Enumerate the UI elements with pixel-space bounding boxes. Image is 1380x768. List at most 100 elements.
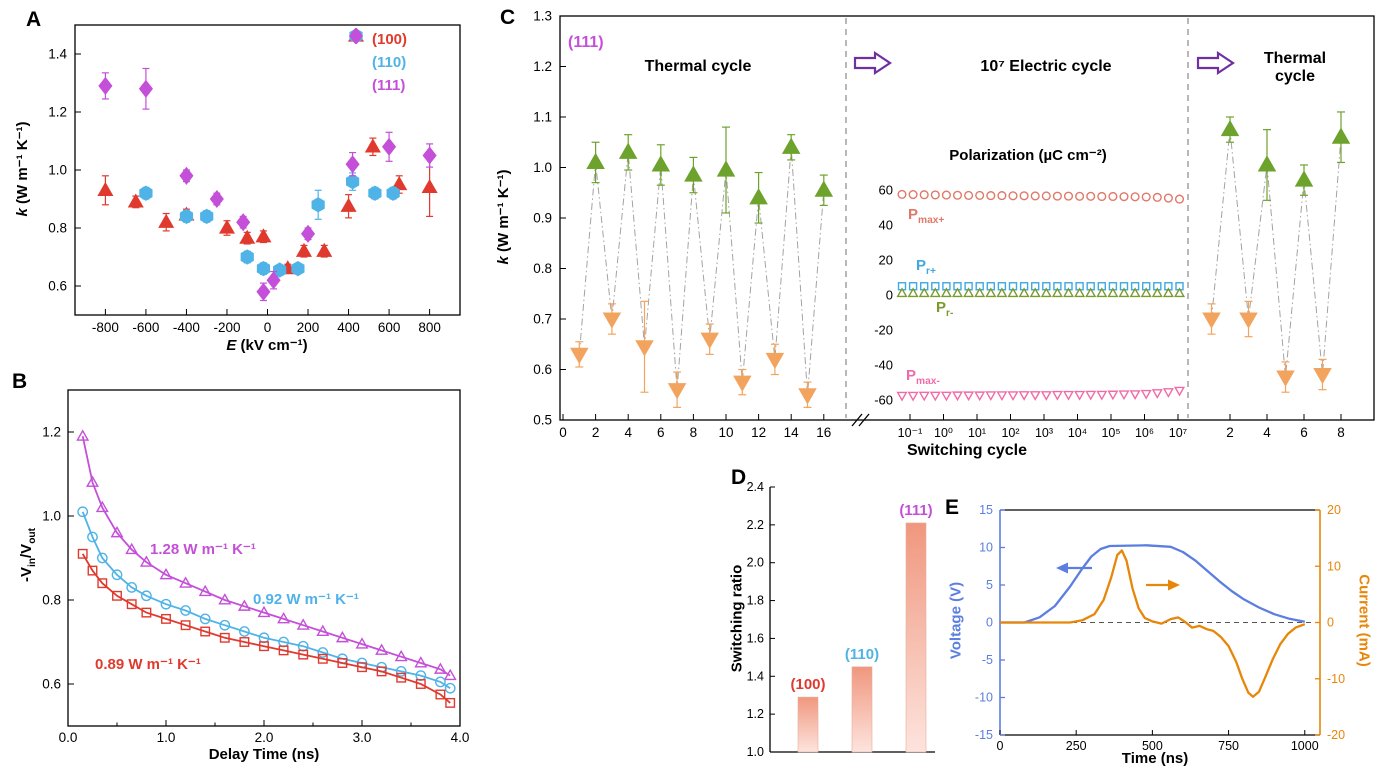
panel-b-annotation-1: 1.28 W m⁻¹ K⁻¹ (150, 541, 256, 558)
thermal-cycle-title-2: Thermal cycle (1263, 50, 1327, 86)
pol-series-r- (896, 287, 1186, 298)
svg-text:-5: -5 (982, 653, 993, 667)
svg-text:2: 2 (592, 425, 600, 440)
svg-text:10⁵: 10⁵ (1101, 426, 1120, 440)
panel-c-ylabel: k (W m⁻¹ K⁻¹) (495, 169, 512, 265)
svg-text:-600: -600 (132, 320, 159, 335)
panel-b-plot: 0.0 1.0 2.0 3.0 4.0 0.6 0.8 1.0 1.2 (42, 389, 469, 745)
panel-d-ylabel: Switching ratio (728, 564, 746, 673)
panel-b-xlabel: Delay Time (ns) (208, 746, 320, 763)
panel-c-xlabel: Switching cycle (906, 442, 1028, 459)
panel-d: D 1.0 1.2 1.4 1.6 1.8 2.0 2.2 2.4 (100) (110) (111… (695, 462, 950, 768)
axes-b: 0.0 1.0 2.0 3.0 4.0 0.6 0.8 1.0 1.2 (42, 389, 469, 745)
svg-text:600: 600 (378, 320, 401, 335)
svg-text:0.8: 0.8 (48, 221, 67, 236)
svg-text:(100): (100) (790, 676, 825, 693)
voltage-curve (1000, 544, 1306, 624)
bar-(110) (851, 666, 873, 753)
svg-text:0: 0 (986, 616, 993, 630)
panel-a-legend: (100) (110) (111) (346, 28, 407, 97)
svg-text:12: 12 (751, 425, 766, 440)
panel-a: A -800 -600 -400 -200 0 200 400 600 800 0.6 0.8 1.0… (8, 4, 476, 366)
svg-text:0: 0 (886, 288, 893, 303)
legend-row-110: (110) (346, 28, 407, 74)
svg-text:2.4: 2.4 (747, 480, 764, 494)
thermal-connector (1211, 129, 1342, 378)
svg-text:1.2: 1.2 (747, 707, 764, 721)
svg-text:4: 4 (1263, 425, 1271, 440)
svg-text:3.0: 3.0 (353, 730, 372, 745)
svg-text:-400: -400 (173, 320, 200, 335)
svg-text:0.6: 0.6 (48, 279, 67, 294)
panel-c: C 0.5 0.6 0.7 0.8 0.9 1.0 1.1 1.2 1.3 0 2 4 6 8 10 12 14… (478, 0, 1380, 472)
current-curve (1000, 549, 1306, 698)
svg-text:-60: -60 (874, 393, 893, 408)
svg-text:1.6: 1.6 (747, 631, 764, 645)
svg-text:10⁰: 10⁰ (934, 426, 953, 440)
svg-text:1.0: 1.0 (747, 745, 764, 759)
left-arrow-icon (1056, 562, 1068, 574)
svg-text:0.6: 0.6 (42, 677, 61, 692)
axes-a: -800 -600 -400 -200 0 200 400 600 800 0.6 0.8 1.0 1.… (48, 24, 461, 335)
svg-text:200: 200 (297, 320, 320, 335)
svg-text:4: 4 (624, 425, 632, 440)
pol-series-r+ (897, 282, 1184, 291)
svg-text:0.0: 0.0 (59, 730, 78, 745)
svg-text:60: 60 (879, 183, 893, 198)
panel-c-tag: (111) (568, 34, 604, 51)
svg-text:1.0: 1.0 (42, 509, 61, 524)
panel-a-xlabel: E (kV cm⁻¹) (226, 337, 308, 354)
panel-e-xlabel: Time (ns) (1121, 750, 1189, 767)
svg-text:10⁻¹: 10⁻¹ (898, 426, 923, 440)
svg-text:-40: -40 (874, 358, 893, 373)
svg-text:250: 250 (1066, 739, 1087, 753)
svg-text:10¹: 10¹ (968, 426, 986, 440)
thermal-points (1202, 111, 1351, 393)
svg-text:2.2: 2.2 (747, 518, 764, 532)
svg-text:15: 15 (979, 503, 993, 517)
svg-text:1.4: 1.4 (48, 47, 67, 62)
pol-label-1: Pr+ (916, 257, 936, 277)
svg-text:(110): (110) (845, 646, 879, 663)
thermal-cycle-title-1: Thermal cycle (644, 58, 752, 75)
panel-a-label: A (26, 8, 42, 31)
svg-text:2: 2 (1226, 425, 1234, 440)
svg-text:-15: -15 (975, 728, 993, 742)
svg-text:2.0: 2.0 (747, 556, 764, 570)
panel-b-ylabel: -Vin/Vout (18, 527, 38, 583)
svg-text:10⁶: 10⁶ (1135, 426, 1154, 440)
svg-text:6: 6 (657, 425, 665, 440)
polarization-title: Polarization (µC cm⁻²) (949, 147, 1107, 164)
svg-text:-20: -20 (874, 323, 893, 338)
bar-(100) (797, 696, 819, 753)
panel-e-label: E (945, 496, 960, 519)
series-(100) (97, 137, 438, 275)
panel-d-label: D (731, 466, 747, 489)
svg-text:10²: 10² (1001, 426, 1019, 440)
axes-c: 0.5 0.6 0.7 0.8 0.9 1.0 1.1 1.2 1.3 0 2 4 6 8 10 12 14 16… (533, 9, 1375, 440)
svg-text:1000: 1000 (1291, 739, 1319, 753)
svg-text:20: 20 (1327, 503, 1341, 517)
svg-text:16: 16 (816, 425, 831, 440)
pol-label-3: Pmax- (906, 367, 940, 387)
panel-c-plot: 0.5 0.6 0.7 0.8 0.9 1.0 1.1 1.2 1.3 0 2 4 6 8 10 12 14 16… (533, 9, 1375, 440)
svg-text:2.0: 2.0 (255, 730, 274, 745)
panel-e-voltage-label: Voltage (V) (947, 581, 965, 660)
svg-text:500: 500 (1142, 739, 1163, 753)
svg-text:1.0: 1.0 (48, 163, 67, 178)
electric-cycle-title: 10⁷ Electric cycle (980, 58, 1112, 75)
svg-text:750: 750 (1218, 739, 1239, 753)
legend-label-100: (100) (372, 31, 408, 48)
svg-text:40: 40 (879, 218, 893, 233)
svg-text:-200: -200 (213, 320, 240, 335)
svg-text:400: 400 (337, 320, 360, 335)
svg-text:0.9: 0.9 (533, 211, 552, 226)
series-(111) (98, 67, 437, 302)
pol-label-2: Pr- (936, 299, 954, 319)
svg-text:0: 0 (559, 425, 567, 440)
svg-text:1.2: 1.2 (533, 59, 552, 74)
svg-text:10⁷: 10⁷ (1169, 426, 1188, 440)
svg-text:-10: -10 (1327, 672, 1345, 686)
panel-b-annotation-2: 0.92 W m⁻¹ K⁻¹ (253, 591, 359, 608)
